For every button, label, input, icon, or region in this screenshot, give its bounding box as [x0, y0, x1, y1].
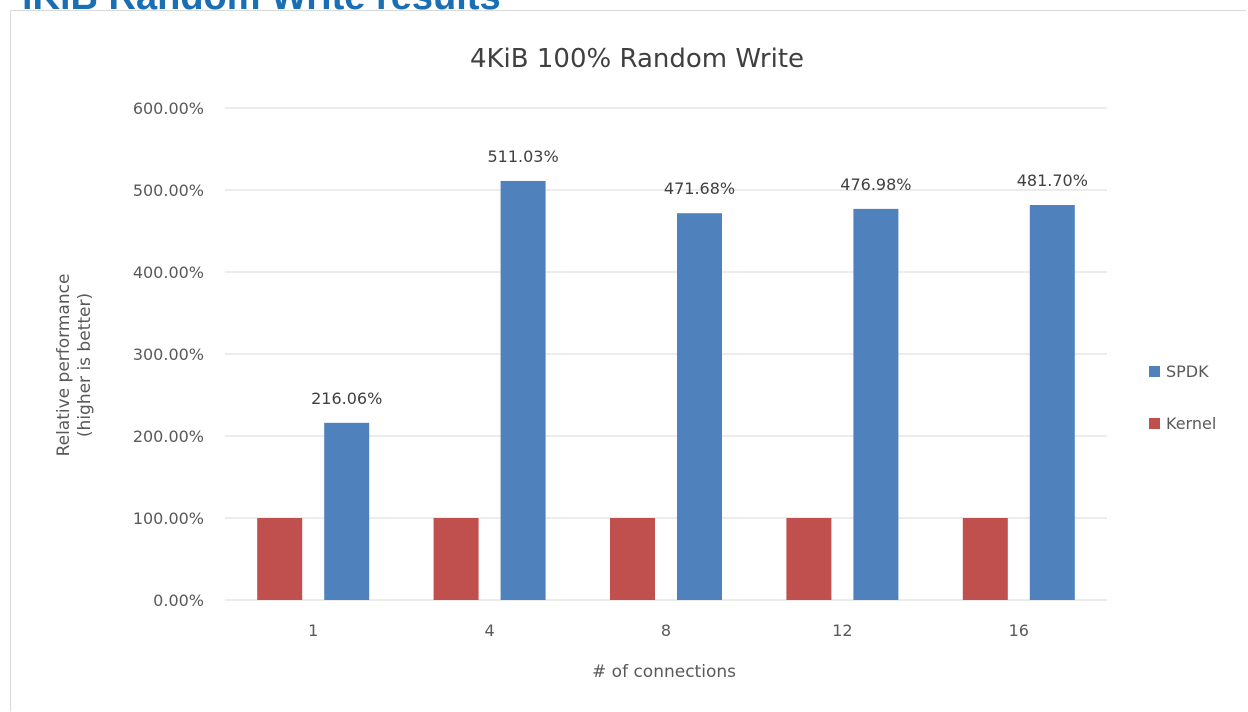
y-tick-label: 0.00%: [153, 591, 204, 610]
data-label-spdk-1: 216.06%: [311, 389, 382, 408]
y-axis-title-line-1: Relative performance: [54, 274, 74, 457]
bar-spdk-12: [853, 208, 899, 600]
legend-swatch: [1149, 418, 1160, 429]
x-tick-label: 12: [832, 621, 852, 640]
data-label-spdk-8: 471.68%: [664, 179, 735, 198]
bar-kernel-16: [962, 518, 1008, 600]
x-axis-ticks: 1 4 8 12 16: [308, 621, 1029, 640]
x-tick-label: 1: [308, 621, 318, 640]
bar-spdk-8: [677, 213, 722, 600]
x-tick-label: 4: [485, 621, 495, 640]
data-labels: 216.06% 511.03% 471.68% 476.98% 481.70%: [311, 147, 1088, 408]
bar-kernel-8: [610, 518, 655, 600]
bars: [257, 180, 1075, 601]
bar-spdk-1: [324, 422, 370, 600]
y-axis-title: Relative performance (higher is better): [54, 274, 95, 457]
y-tick-label: 400.00%: [133, 263, 204, 282]
bar-spdk-4: [500, 180, 546, 601]
data-label-spdk-4: 511.03%: [488, 147, 559, 166]
y-axis-title-line-2: (higher is better): [75, 293, 95, 437]
chart: 4KiB 100% Random Write 0.00% 100.00% 200.0…: [54, 44, 1216, 682]
legend-item-spdk: SPDK: [1149, 362, 1209, 381]
legend-label: Kernel: [1166, 414, 1216, 433]
data-label-spdk-12: 476.98%: [840, 175, 911, 194]
x-tick-label: 16: [1009, 621, 1029, 640]
legend-item-kernel: Kernel: [1149, 414, 1216, 433]
y-tick-label: 300.00%: [133, 345, 204, 364]
x-tick-label: 8: [661, 621, 671, 640]
legend-label: SPDK: [1166, 362, 1209, 381]
x-axis-title: # of connections: [592, 662, 736, 682]
bar-kernel-4: [433, 518, 479, 600]
y-axis-ticks: 0.00% 100.00% 200.00% 300.00% 400.00% 500.00%…: [133, 99, 204, 610]
bar-kernel-12: [786, 518, 832, 600]
y-tick-label: 200.00%: [133, 427, 204, 446]
bar-kernel-1: [257, 518, 303, 600]
gridlines: [225, 107, 1107, 601]
legend: SPDK Kernel: [1149, 362, 1216, 433]
chart-frame: 4KiB 100% Random Write 0.00% 100.00% 200.0…: [10, 10, 1246, 711]
y-tick-label: 100.00%: [133, 509, 204, 528]
legend-swatch: [1149, 366, 1160, 377]
data-label-spdk-16: 481.70%: [1017, 171, 1088, 190]
bar-spdk-16: [1029, 205, 1075, 601]
y-tick-label: 500.00%: [133, 181, 204, 200]
chart-title: 4KiB 100% Random Write: [470, 44, 804, 74]
y-tick-label: 600.00%: [133, 99, 204, 118]
